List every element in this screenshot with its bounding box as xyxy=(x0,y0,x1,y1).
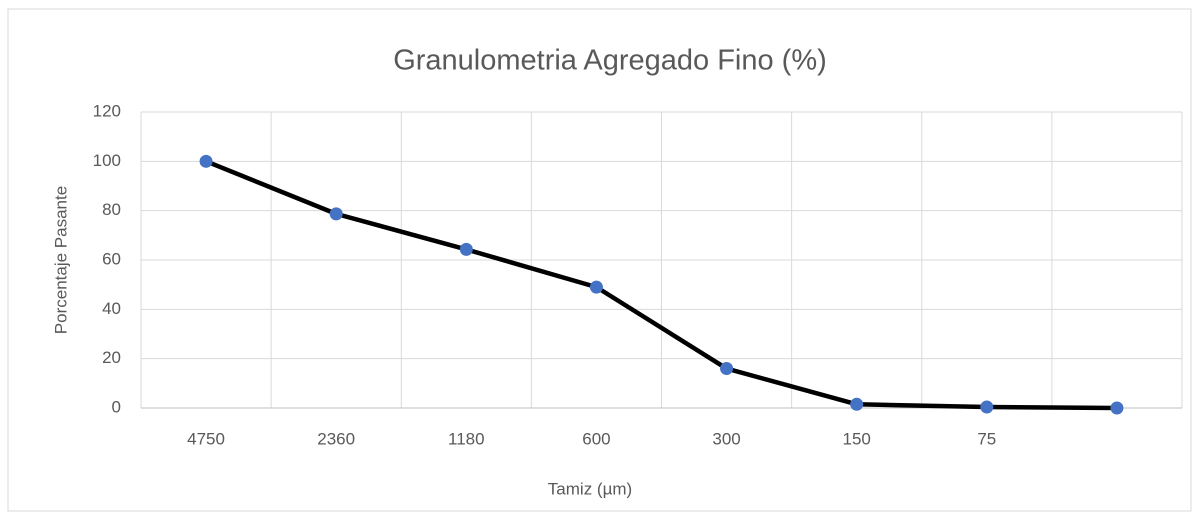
data-point xyxy=(720,362,734,376)
y-tick-label: 20 xyxy=(102,348,121,367)
y-tick-label: 0 xyxy=(112,397,121,416)
data-point xyxy=(199,154,213,168)
x-axis-label: Tamiz (µm) xyxy=(548,479,632,498)
y-tick-label: 80 xyxy=(102,200,121,219)
x-tick-label: 600 xyxy=(582,429,610,448)
y-axis-label: Porcentaje Pasante xyxy=(51,186,70,334)
x-tick-label: 1180 xyxy=(448,429,485,448)
y-tick-label: 100 xyxy=(93,151,121,170)
y-tick-label: 40 xyxy=(102,299,121,318)
x-tick-label: 75 xyxy=(977,429,996,448)
data-point xyxy=(589,280,603,294)
y-tick-label: 120 xyxy=(93,101,121,120)
series-line xyxy=(205,159,1117,411)
data-point xyxy=(980,400,994,414)
data-point xyxy=(1110,401,1124,415)
data-point xyxy=(850,397,864,411)
x-tick-label: 4750 xyxy=(187,429,225,448)
data-point xyxy=(459,242,473,256)
x-tick-label: 300 xyxy=(712,429,740,448)
x-tick-label: 2360 xyxy=(317,429,355,448)
x-tick-label: 150 xyxy=(843,429,871,448)
data-point xyxy=(329,207,343,221)
y-tick-label: 60 xyxy=(102,249,121,268)
chart-title: Granulometria Agregado Fino (%) xyxy=(393,45,827,77)
